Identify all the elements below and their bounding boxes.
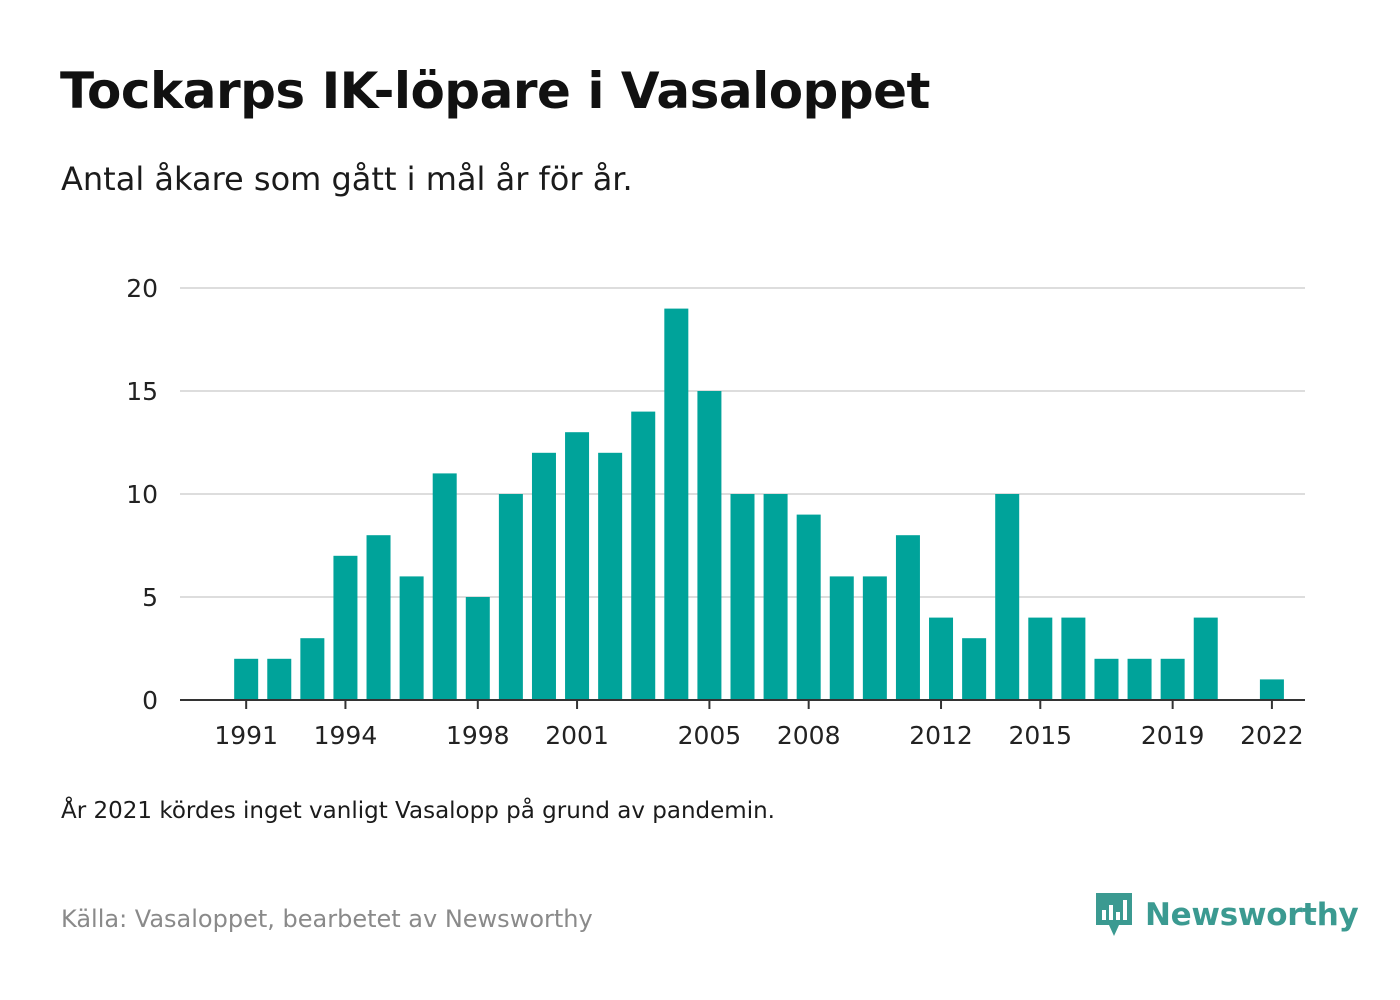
x-tick-label: 2012	[909, 721, 973, 750]
bar	[267, 658, 292, 700]
bar	[664, 308, 689, 700]
bar	[366, 535, 391, 700]
y-tick-label: 10	[126, 480, 158, 509]
bar	[829, 576, 854, 700]
y-tick-label: 0	[142, 686, 158, 715]
bar	[300, 638, 325, 700]
x-tick-label: 2022	[1240, 721, 1304, 750]
chart-title: Tockarps IK-löpare i Vasaloppet	[60, 62, 930, 120]
x-tick-label: 2015	[1008, 721, 1072, 750]
bar	[697, 391, 722, 700]
bar	[862, 576, 887, 700]
bar	[796, 514, 821, 700]
bar	[962, 638, 987, 700]
bar	[929, 617, 954, 700]
y-axis-ticks: 0 5 10 15 20	[126, 274, 158, 715]
x-tick-label: 2005	[678, 721, 742, 750]
bar	[234, 658, 259, 700]
bar	[565, 432, 590, 700]
bar	[465, 597, 490, 700]
chart-footnote: År 2021 kördes inget vanligt Vasalopp på…	[61, 798, 775, 824]
bar	[1061, 617, 1086, 700]
bar	[598, 452, 623, 700]
x-tick-label: 1991	[214, 721, 278, 750]
bar	[333, 555, 358, 700]
x-tick-label: 1994	[314, 721, 378, 750]
x-tick-label: 2001	[545, 721, 609, 750]
x-tick-label: 2008	[777, 721, 841, 750]
bar	[1028, 617, 1053, 700]
x-tick-label: 2019	[1141, 721, 1205, 750]
newsworthy-logo-icon	[1096, 893, 1132, 936]
y-tick-label: 15	[126, 377, 158, 406]
bar	[531, 452, 556, 700]
bars	[234, 308, 1284, 700]
brand-name: Newsworthy	[1145, 897, 1359, 933]
x-axis-ticks: 1991 1994 1998 2001 2005 2008 2012 2015 2019 2022	[214, 700, 1304, 750]
bar	[995, 494, 1020, 700]
source-text: Källa: Vasaloppet, bearbetet av Newswort…	[61, 905, 593, 933]
bar	[432, 473, 457, 700]
bar	[763, 494, 788, 700]
bar	[498, 494, 523, 700]
bar	[1094, 658, 1119, 700]
chart-subtitle: Antal åkare som gått i mål år för år.	[61, 160, 633, 198]
x-tick-label: 1998	[446, 721, 510, 750]
newsworthy-logo[interactable]: Newsworthy	[1093, 890, 1359, 940]
bar	[1160, 658, 1185, 700]
bar	[730, 494, 755, 700]
bar	[1127, 658, 1152, 700]
bar	[895, 535, 920, 700]
bar	[1259, 679, 1284, 700]
bar	[1193, 617, 1218, 700]
y-tick-label: 20	[126, 274, 158, 303]
bar	[631, 411, 656, 700]
bar	[399, 576, 424, 700]
y-tick-label: 5	[142, 583, 158, 612]
